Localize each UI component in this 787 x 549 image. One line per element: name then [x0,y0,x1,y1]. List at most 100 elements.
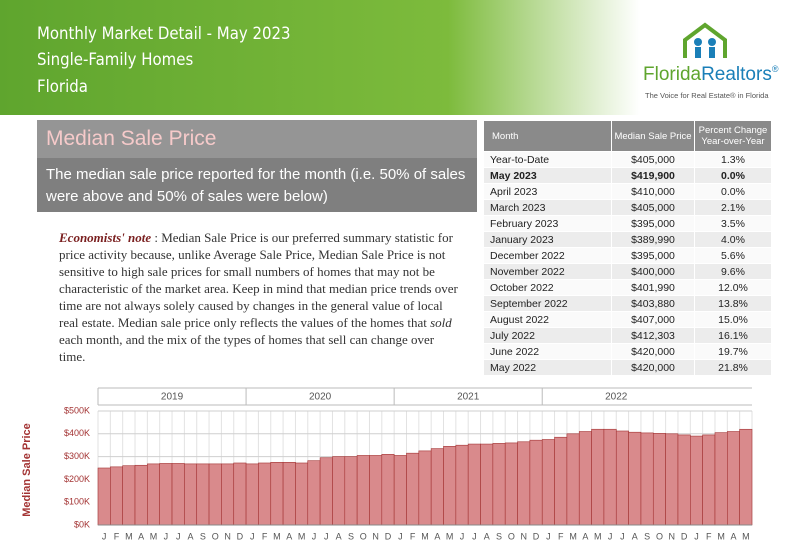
bar [727,431,740,526]
table-row: January 2023 $389,990 4.0% [483,231,772,248]
table-cell: 3.5% [694,215,772,232]
table-cell: 19.7% [694,343,772,360]
bar [159,463,173,526]
x-tick-label: J [164,531,169,541]
table-row: May 2022 $420,000 21.8% [483,359,772,376]
x-tick-label: M [298,531,306,541]
table-cell: 0.0% [694,183,772,200]
table-cell: $407,000 [611,311,695,328]
x-tick-label: F [114,531,120,541]
table-row: March 2023 $405,000 2.1% [483,199,772,216]
table-cell: 2.1% [694,199,772,216]
header-subtitle: Single-Family Homes [37,50,194,70]
table-cell: February 2023 [483,215,612,232]
bar [492,443,506,526]
table-cell: October 2022 [483,279,612,296]
table-row: December 2022 $395,000 5.6% [483,247,772,264]
table-cell: 15.0% [694,311,772,328]
table-cell: $401,990 [611,279,695,296]
note-emphasis: sold [430,315,452,330]
logo-b: Realtors [701,64,772,85]
y-tick-label: $500K [64,405,90,415]
table-cell: $420,000 [611,343,695,360]
x-tick-label: A [286,531,292,541]
bar [270,462,284,526]
table-cell: 4.0% [694,231,772,248]
section-description: The median sale price reported for the m… [46,166,466,205]
table-row: April 2023 $410,000 0.0% [483,183,772,200]
bar [381,454,395,526]
table-cell: September 2022 [483,295,612,312]
table-cell: December 2022 [483,247,612,264]
bar [134,464,148,526]
x-tick-label: D [237,531,244,541]
bar [566,433,580,526]
bar [319,457,333,526]
table-row: September 2022 $403,880 13.8% [483,295,772,312]
table-cell: 16.1% [694,327,772,344]
x-tick-label: N [224,531,231,541]
note-text: : Median Sale Price is our preferred sum… [59,230,458,330]
table-cell: 9.6% [694,263,772,280]
year-label: 2019 [161,392,184,403]
bar [196,463,210,526]
table-cell: $405,000 [611,151,695,168]
bar [332,456,346,526]
bar [97,467,111,526]
table-cell: $405,000 [611,199,695,216]
bar [208,463,222,526]
y-tick-label: $200K [64,474,90,484]
logo-a: Florida [643,64,702,85]
table-cell: $420,000 [611,359,695,376]
x-tick-label: O [508,531,515,541]
note: Economists' note : Median Sale Price is … [59,229,459,365]
table-cell: August 2022 [483,311,612,328]
bar [480,443,494,526]
table-header: Median Sale Price [611,120,695,152]
x-tick-label: A [336,531,342,541]
bar [677,434,691,526]
table-cell: January 2023 [483,231,612,248]
x-tick-label: J [312,531,317,541]
x-tick-label: A [730,531,736,541]
bar [603,428,617,526]
x-tick-label: J [694,531,699,541]
x-tick-label: A [188,531,194,541]
y-tick-label: $400K [64,428,90,438]
note-text: each month, and the mix of the types of … [59,332,435,364]
x-tick-label: F [558,531,564,541]
year-label: 2021 [457,392,480,403]
table-cell: $412,303 [611,327,695,344]
table-row: October 2022 $401,990 12.0% [483,279,772,296]
bar [615,430,629,526]
table-cell: June 2022 [483,343,612,360]
bar [233,462,247,526]
bar [702,434,716,526]
bar [714,432,728,526]
table-cell: $395,000 [611,215,695,232]
bar [393,455,407,526]
x-tick-label: N [520,531,527,541]
price-table: Month Median Sale Price Percent Change Yea… [483,120,772,376]
table-cell: July 2022 [483,327,612,344]
x-tick-label: S [496,531,502,541]
bar [578,431,592,526]
table-cell: 12.0% [694,279,772,296]
x-tick-label: J [176,531,181,541]
x-tick-label: A [434,531,440,541]
y-tick-label: $0K [74,519,90,529]
bar [640,432,654,526]
bar [504,442,518,526]
bar [591,428,605,526]
x-tick-label: A [138,531,144,541]
bar [517,441,531,526]
table-row: August 2022 $407,000 15.0% [483,311,772,328]
x-tick-label: J [620,531,625,541]
bar [430,448,444,526]
x-tick-label: O [212,531,219,541]
x-tick-label: O [360,531,367,541]
table-cell: May 2022 [483,359,612,376]
header-title: Monthly Market Detail - May 2023 [37,24,291,44]
x-tick-label: N [669,531,676,541]
